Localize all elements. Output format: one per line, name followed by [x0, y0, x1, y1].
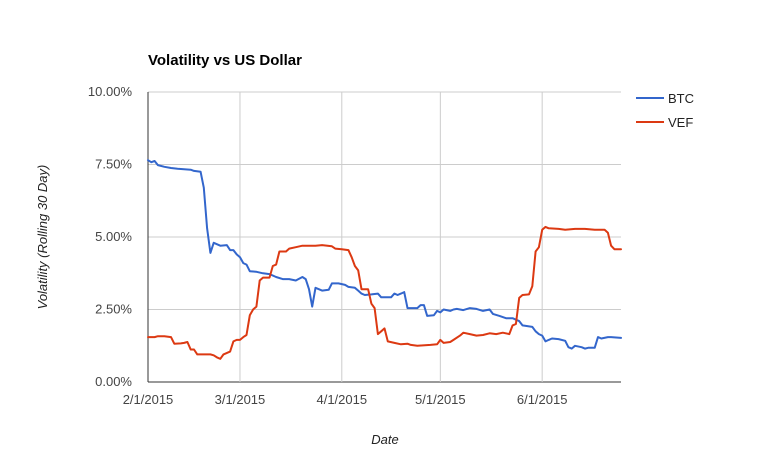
legend-item-btc[interactable]: BTC — [636, 91, 694, 106]
y-axis-label: Volatility (Rolling 30 Day) — [35, 165, 50, 310]
x-tick-label: 4/1/2015 — [316, 392, 367, 407]
legend-item-vef[interactable]: VEF — [636, 115, 693, 130]
y-axis-ticks: 0.00% 2.50% 5.00% 7.50% 10.00% — [88, 84, 133, 389]
series-line-btc — [147, 159, 622, 350]
gridlines — [147, 91, 621, 383]
y-tick-label: 0.00% — [95, 374, 132, 389]
x-axis-label: Date — [371, 432, 398, 447]
x-axis-ticks: 2/1/2015 3/1/2015 4/1/2015 5/1/2015 6/1/2015 — [123, 392, 568, 407]
legend-label: VEF — [668, 115, 693, 130]
x-tick-label: 6/1/2015 — [517, 392, 568, 407]
x-tick-label: 2/1/2015 — [123, 392, 174, 407]
y-tick-label: 5.00% — [95, 229, 132, 244]
y-tick-label: 7.50% — [95, 157, 132, 172]
series-line-vef — [147, 225, 622, 360]
x-tick-label: 5/1/2015 — [415, 392, 466, 407]
series-lines — [147, 159, 622, 360]
y-tick-label: 2.50% — [95, 302, 132, 317]
legend: BTC VEF — [636, 91, 694, 130]
chart-title: Volatility vs US Dollar — [148, 52, 302, 69]
x-tick-label: 3/1/2015 — [215, 392, 266, 407]
y-tick-label: 10.00% — [88, 84, 133, 99]
legend-label: BTC — [668, 91, 694, 106]
